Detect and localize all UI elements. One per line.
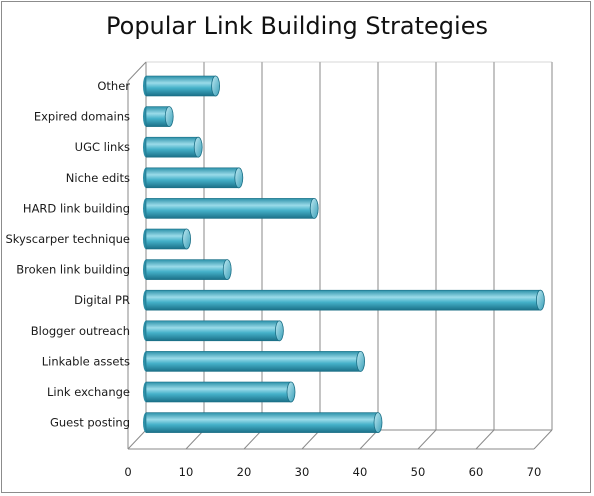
category-label: Digital PR <box>74 293 130 307</box>
bar <box>143 381 296 403</box>
bar <box>143 167 244 189</box>
gridline-floor <box>185 429 205 450</box>
bar <box>143 228 192 250</box>
category-label: Blogger outreach <box>31 324 130 338</box>
gridline-floor <box>533 429 553 450</box>
x-tick-label: 60 <box>469 465 484 479</box>
gridline-floor <box>359 429 379 450</box>
x-tick-label: 30 <box>295 465 310 479</box>
gridline-floor <box>417 429 437 450</box>
gridline-floor <box>475 429 495 450</box>
bar <box>143 75 221 97</box>
x-tick-label: 20 <box>237 465 252 479</box>
x-tick-label: 40 <box>353 465 368 479</box>
category-label: UGC links <box>75 140 130 154</box>
x-tick-label: 50 <box>411 465 426 479</box>
gridline-floor <box>243 429 263 450</box>
category-label: Other <box>97 79 130 93</box>
gridline-floor <box>127 429 147 450</box>
category-label: HARD link building <box>23 201 130 215</box>
bar <box>143 197 319 219</box>
gridline-floor <box>301 429 321 450</box>
bar <box>143 320 284 342</box>
category-label: Link exchange <box>47 385 130 399</box>
category-label: Broken link building <box>16 263 130 277</box>
x-axis-ticks: 0 10 20 30 40 50 60 70 <box>124 465 541 479</box>
category-label: Niche edits <box>66 171 130 185</box>
x-tick-label: 70 <box>527 465 542 479</box>
bar <box>143 412 383 434</box>
bar <box>143 106 174 127</box>
left-wall-top <box>127 61 147 82</box>
bar <box>143 136 203 158</box>
bar <box>143 289 545 311</box>
category-labels: Other Expired domains UGC links Niche edits… <box>5 79 130 430</box>
bars-layer <box>143 75 545 434</box>
category-label: Guest posting <box>50 416 130 430</box>
chart-title: Popular Link Building Strategies <box>106 12 488 40</box>
category-label: Expired domains <box>34 110 130 124</box>
x-tick-label: 0 <box>124 465 131 479</box>
category-label: Skyscarper technique <box>5 232 130 246</box>
category-label: Linkable assets <box>42 354 130 368</box>
bar <box>143 350 366 372</box>
x-tick-label: 10 <box>179 465 194 479</box>
bar <box>143 259 232 281</box>
